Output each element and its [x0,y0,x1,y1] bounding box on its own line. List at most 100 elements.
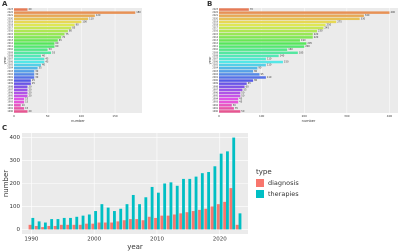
bar [14,39,58,42]
y-tick-label: 2010 [212,48,218,51]
x-axis-title: number [71,119,85,123]
bar [219,66,258,70]
bar [219,104,232,107]
y-tick-label: 2023 [7,8,13,11]
bar [156,192,160,230]
value-label: 110 [267,76,272,79]
y-tick-label: 2010 [7,48,13,51]
y-tick-label: 2000 [212,79,218,82]
value-label: 20 [28,110,32,113]
bar [14,57,45,61]
bar [219,110,241,113]
bar [75,216,79,230]
bar [238,213,242,230]
y-tick-label: 2013 [212,39,218,42]
bar [219,36,313,39]
bar [14,107,25,110]
value-label: 245 [324,27,329,30]
bar [119,208,123,230]
bar [110,222,114,230]
bar [175,185,179,230]
panel-label: A [2,0,8,8]
bar [14,60,45,64]
bar [113,211,116,230]
bar [97,222,101,230]
y-tick-label: 1995 [7,95,13,98]
value-label: 400 [390,11,395,14]
bar [14,82,31,85]
y-tick-label: 2013 [7,39,13,42]
value-label: 330 [361,17,366,20]
bar [41,227,44,230]
bar [14,54,41,58]
value-label: 55 [52,51,56,54]
value-label: 65 [59,39,63,42]
value-label: 220 [314,33,319,36]
value-label: 30 [35,73,39,76]
y-tick-label: 2018 [7,23,13,26]
value-label: 150 [284,61,289,64]
value-label: 50 [241,110,245,113]
bar [14,23,75,27]
x-tick-label: 2020 [213,237,227,243]
bar [219,51,298,55]
bar [78,224,82,230]
bar [14,33,65,36]
bar [116,221,120,230]
y-tick-label: 200 [10,181,21,187]
bar [219,39,300,42]
value-label: 70 [250,8,254,11]
bar [229,188,233,230]
bar [210,206,214,230]
y-tick-label: 2009 [212,51,218,54]
bar [14,91,28,95]
x-axis-title: year [127,243,143,251]
y-tick-label: 1995 [212,95,218,98]
bar [14,20,82,24]
value-label: 65 [248,82,252,85]
value-label: 45 [45,57,49,60]
bar [185,212,189,230]
bar [131,194,135,230]
bar [103,222,107,230]
bar [14,76,35,79]
bar [100,204,104,230]
bar [85,223,88,230]
y-tick-label: 2003 [212,70,218,73]
y-tick-label: 0 [17,227,21,233]
value-label: 50 [49,48,53,51]
x-tick-label: 50 [46,114,50,118]
value-label: 95 [260,73,264,76]
value-label: 45 [239,101,243,104]
bar [223,201,227,230]
bar [163,183,167,230]
bar [14,63,41,67]
y-tick-label: 2021 [7,14,13,17]
bar [141,220,145,230]
bar [219,70,254,73]
y-tick-label: 2012 [7,42,13,45]
bar [219,100,239,104]
y-tick-label: 2007 [7,57,13,60]
bar [219,23,326,27]
bar [14,79,31,82]
value-label: 25 [32,82,36,85]
value-label: 80 [254,79,258,82]
bar [106,207,110,230]
y-tick-label: 2002 [7,73,13,76]
value-label: 200 [305,45,310,48]
y-tick-label: 2005 [212,64,218,67]
value-label: 120 [96,14,101,17]
bar [50,219,54,230]
bar [219,54,279,58]
value-label: 185 [299,51,304,54]
value-label: 45 [239,98,243,101]
bar [219,33,313,36]
value-label: 90 [76,23,80,26]
bar [14,36,62,39]
bar [28,224,32,230]
y-axis-title: year [208,56,212,64]
value-label: 55 [243,88,247,91]
value-label: 10 [22,104,26,107]
